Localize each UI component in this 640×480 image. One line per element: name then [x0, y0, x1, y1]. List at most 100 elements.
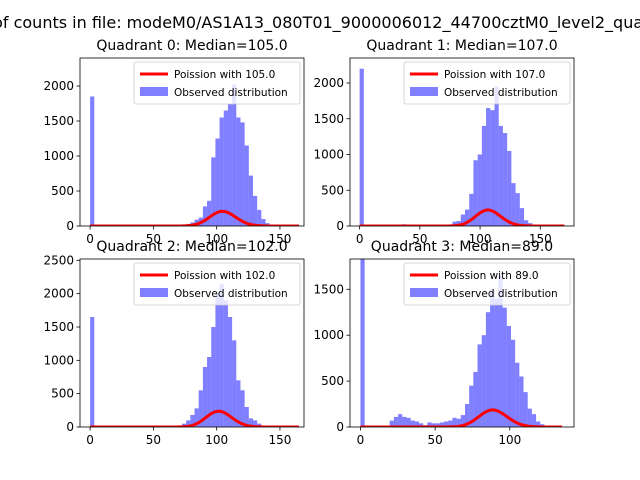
quadrant-1-axes-frame: [349, 57, 575, 227]
quadrant-2-legend: Poission with 102.0 Observed distribution: [133, 262, 301, 306]
quadrant-0-observed-bar: [202, 206, 208, 226]
quadrant-1-y-tick-label: 0: [336, 219, 344, 233]
quadrant-1-title: Quadrant 1: Median=107.0: [366, 38, 557, 54]
quadrant-2-observed-bar: [244, 407, 249, 427]
quadrant-0-panel: Quadrant 0: Median=105.00 50 100 1500500100…: [43, 38, 305, 246]
quadrant-2-legend-poisson-label: Poission with 102.0: [174, 270, 275, 282]
quadrant-0-legend: Poission with 105.0 Observed distribution: [133, 61, 301, 105]
quadrant-3-observed-bar: [481, 335, 486, 427]
quadrant-1-observed-bar: [481, 125, 487, 226]
quadrant-0-y-tick-label: 500: [51, 184, 74, 198]
quadrant-2-observed-bar: [232, 340, 237, 427]
quadrant-0-observed-bar: [219, 117, 224, 226]
quadrant-3-poisson-curve: [360, 408, 563, 427]
quadrant-3-observed-bar: [389, 420, 394, 427]
quadrant-3-observed-bar: [414, 421, 419, 427]
quadrant-2-observed-bar: [90, 317, 95, 427]
quadrant-2-axes-frame: [79, 258, 305, 428]
quadrant-2-observed-bar: [211, 327, 216, 427]
quadrant-2-y-tick-label: 1000: [43, 353, 74, 367]
quadrant-1-observed-bar: [502, 133, 508, 226]
quadrant-3-y-tick-label: 500: [321, 374, 344, 388]
quadrant-3-x-tick-label: 100: [498, 433, 521, 447]
quadrant-1-legend-observed-swatch: [410, 87, 438, 96]
quadrant-1-y-tick-label: 1000: [313, 148, 344, 162]
quadrant-0-legend-poisson-label: Poission with 105.0: [174, 69, 275, 81]
quadrant-3-observed-bar: [360, 259, 365, 427]
quadrant-3-title: Quadrant 3: Median=89.0: [371, 239, 553, 255]
quadrant-0-observed-bar: [248, 175, 253, 226]
quadrant-3-observed-bar: [506, 326, 511, 427]
quadrant-0-y-tick-label: 0: [66, 219, 74, 233]
quadrant-0-observed-bar: [90, 96, 95, 226]
quadrant-0-observed-bar: [211, 157, 216, 226]
quadrant-3-y-tick-label: 1500: [313, 282, 344, 296]
quadrant-0-y-tick-label: 1500: [43, 114, 74, 128]
quadrant-0-x-tick-label: 150: [269, 232, 292, 246]
quadrant-2-observed-bar: [219, 283, 224, 427]
quadrant-1-observed-bar: [524, 220, 529, 226]
quadrant-1-y-tick-label: 2000: [313, 76, 344, 90]
quadrant-3-observed-bar: [435, 423, 440, 427]
quadrant-2-x-tick-label: 0: [86, 433, 94, 447]
quadrant-2-observed-bar: [215, 293, 220, 427]
quadrant-0-x-tick-label: 100: [205, 232, 228, 246]
quadrant-1-y-tick-label: 1500: [313, 112, 344, 126]
quadrant-1-observed-bar: [469, 193, 474, 226]
quadrant-1-observed-bar: [486, 108, 491, 226]
quadrant-3-plot-area: [360, 259, 563, 427]
quadrant-2-y-tick-label: 2000: [43, 287, 74, 301]
quadrant-0-observed-bar: [232, 84, 237, 226]
quadrant-0-observed-bar: [227, 103, 233, 226]
quadrant-1-plot-area: [359, 68, 565, 226]
quadrant-0-observed-bar: [252, 195, 258, 226]
quadrant-1-x-tick-label: 50: [412, 232, 427, 246]
quadrant-2-x-tick-label: 150: [269, 433, 292, 447]
quadrant-3-observed-bar: [519, 376, 524, 427]
quadrant-1-panel: Quadrant 1: Median=107.00 50 100 1500500100…: [313, 38, 575, 246]
quadrant-1-legend-box: [403, 61, 571, 105]
quadrant-0-observed-bar: [244, 145, 249, 226]
quadrant-0-x-tick-label: 0: [86, 232, 94, 246]
quadrant-0-y-tick-label: 1000: [43, 149, 74, 163]
quadrant-1-observed-bar: [507, 150, 512, 226]
quadrant-3-observed-bar: [502, 307, 507, 427]
quadrant-1-observed-bar: [465, 209, 470, 226]
quadrant-3-observed-bar: [393, 416, 399, 427]
quadrant-3-observed-bar: [485, 312, 491, 427]
quadrant-1-x-tick-label: 100: [469, 232, 492, 246]
quadrant-2-observed-bar: [257, 423, 262, 427]
quadrant-2-y-tick-label: 1500: [43, 320, 74, 334]
quadrant-3-observed-bar: [527, 408, 532, 427]
figure-suptitle: Histogram of counts in file: modeM0/AS1A…: [0, 13, 640, 33]
quadrant-3-observed-bar: [410, 420, 415, 427]
quadrant-3-observed-bar: [510, 339, 516, 427]
quadrant-1-observed-bar: [498, 125, 503, 226]
quadrant-3-observed-bar: [531, 414, 537, 427]
quadrant-3-legend-poisson-label: Poission with 89.0: [444, 270, 539, 282]
quadrant-3-legend-observed-label: Observed distribution: [444, 288, 558, 300]
quadrant-0-x-tick-label: 50: [146, 232, 161, 246]
quadrant-1-observed-bar: [359, 68, 364, 226]
quadrant-0-legend-box: [133, 61, 301, 105]
quadrant-2-observed-bar: [248, 418, 253, 427]
quadrant-1-observed-bar: [473, 160, 478, 226]
quadrant-2-observed-bar: [240, 390, 245, 427]
quadrant-2-y-tick-label: 2500: [43, 253, 74, 267]
quadrant-1-observed-bar: [519, 208, 525, 226]
quadrant-2-observed-bar: [252, 420, 258, 427]
quadrant-2-observed-bar: [223, 300, 228, 427]
quadrant-3-legend: Poission with 89.0 Observed distribution: [403, 262, 571, 306]
quadrant-3-observed-bar: [498, 275, 503, 427]
quadrant-3-panel: Quadrant 3: Median=89.00 50 10005001000150…: [313, 239, 575, 447]
quadrant-2-y-tick-label: 0: [66, 420, 74, 434]
quadrant-2-x-tick-label: 100: [205, 433, 228, 447]
quadrant-0-observed-bar: [261, 219, 266, 226]
quadrant-2-title: Quadrant 2: Median=102.0: [96, 239, 287, 255]
quadrant-3-observed-bar: [406, 417, 411, 427]
quadrant-0-legend-observed-label: Observed distribution: [174, 87, 288, 99]
quadrant-1-observed-bar: [452, 221, 457, 226]
quadrant-2-x-tick-label: 50: [146, 433, 161, 447]
quadrant-3-observed-bar: [418, 423, 424, 427]
